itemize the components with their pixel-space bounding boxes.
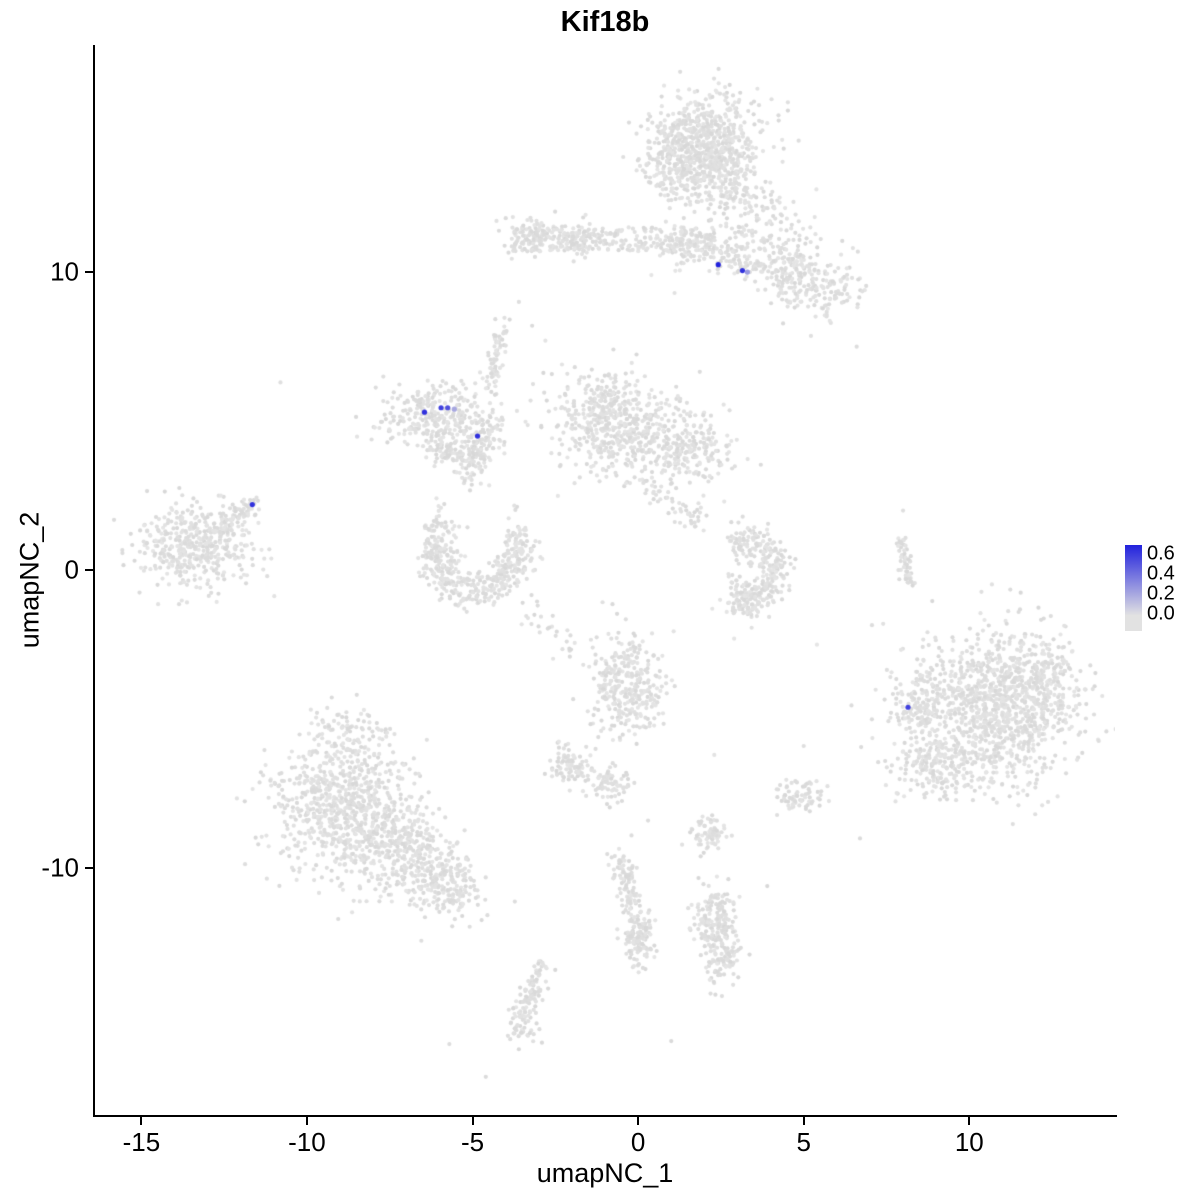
x-tick-label: -5: [460, 1127, 485, 1157]
x-tick-label: 5: [796, 1127, 811, 1157]
x-axis-label: umapNC_1: [536, 1158, 674, 1188]
x-tick-label: -15: [122, 1127, 161, 1157]
y-tick-mark: [85, 569, 93, 572]
y-tick-mark: [85, 271, 93, 274]
legend-tick-label: 0.0: [1147, 602, 1175, 625]
y-axis-label: umapNC_2: [14, 511, 45, 649]
legend-tick-label: 0.6: [1147, 542, 1175, 565]
umap-scatter-canvas: [95, 45, 1115, 1115]
legend-tick-label: 0.4: [1147, 562, 1175, 585]
y-tick-label: -10: [41, 852, 79, 883]
x-tick-mark: [637, 1117, 640, 1125]
plot-title: Kif18b: [560, 6, 650, 38]
y-tick-label: 10: [50, 256, 79, 287]
y-tick-mark: [85, 867, 93, 870]
x-tick-label: 0: [630, 1127, 646, 1157]
x-tick-label: -10: [288, 1127, 326, 1157]
x-tick-mark: [968, 1117, 971, 1125]
x-tick-mark: [305, 1117, 308, 1125]
x-tick-mark: [802, 1117, 805, 1125]
x-tick-label: 10: [954, 1127, 984, 1157]
plot-panel: [93, 45, 1117, 1117]
y-tick-label: 0: [64, 554, 79, 585]
expression-legend: 0.6 0.4 0.2 0.0: [1125, 542, 1199, 635]
x-tick-mark: [471, 1117, 474, 1125]
legend-gradient-bar: [1125, 545, 1142, 631]
x-tick-mark: [140, 1117, 143, 1125]
legend-tick-label: 0.2: [1147, 582, 1175, 605]
